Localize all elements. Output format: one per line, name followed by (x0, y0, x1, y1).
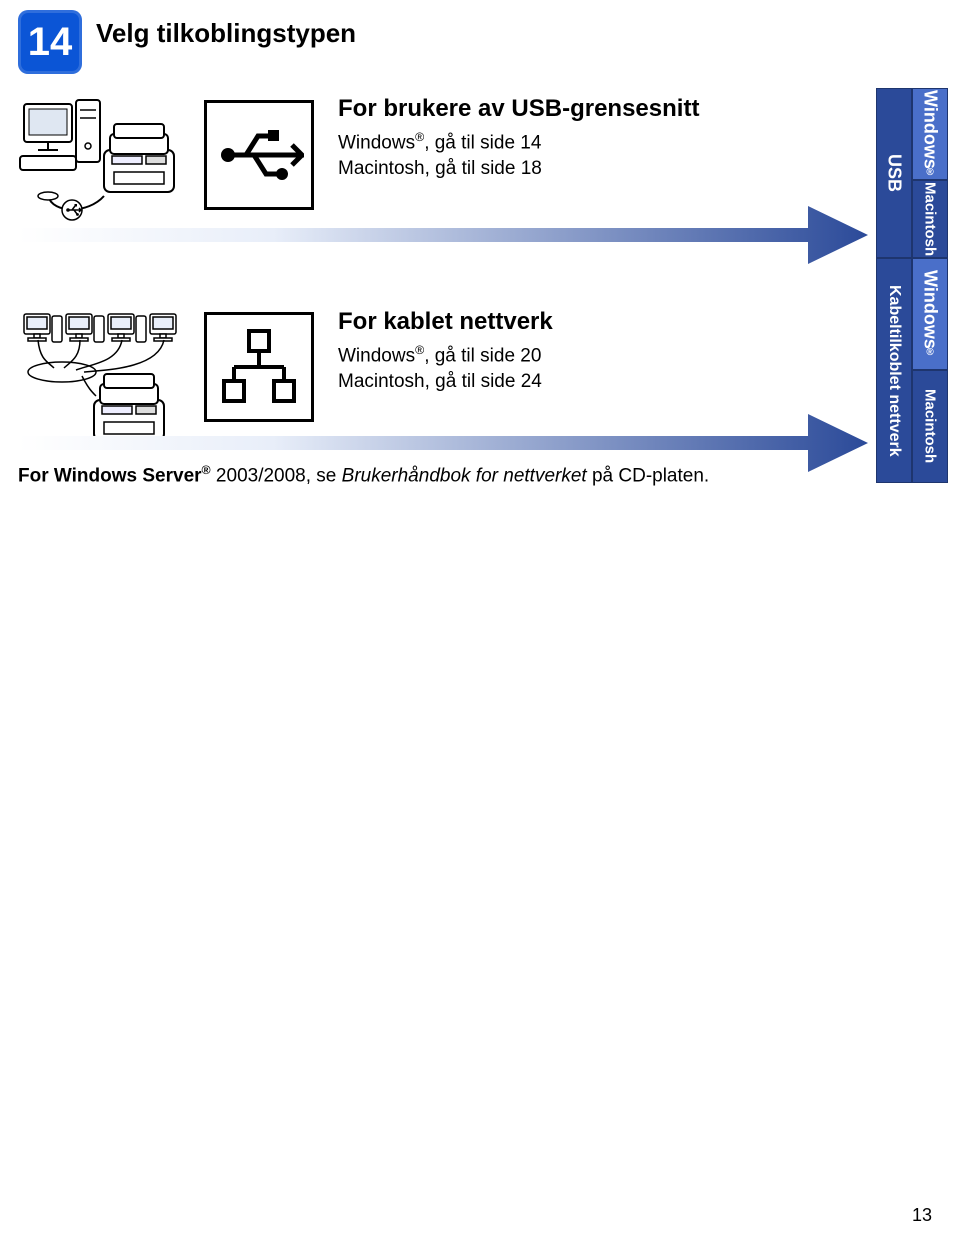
network-setup-illustration (18, 310, 188, 450)
network-icon-box (204, 312, 314, 422)
usb-icon (214, 120, 304, 190)
usb-icon-box (204, 100, 314, 210)
registered-icon: ® (926, 347, 933, 358)
tab-windows-2: Windows® (912, 258, 948, 370)
registered-icon: ® (926, 167, 933, 178)
usb-setup-illustration (18, 96, 188, 226)
tab-usb: USB (876, 88, 912, 258)
page-number: 13 (912, 1205, 932, 1226)
footnote: For Windows Server® 2003/2008, se Bruker… (18, 463, 709, 487)
registered-icon: ® (415, 130, 424, 144)
page-title: Velg tilkoblingstypen (96, 18, 356, 49)
registered-icon: ® (415, 343, 424, 357)
net-line1: Windows®, gå til side 20 (338, 342, 760, 369)
tab-mac-2: Macintosh (912, 370, 948, 483)
registered-icon: ® (202, 463, 211, 477)
step-number-badge: 14 (18, 10, 82, 74)
step-number: 14 (28, 20, 73, 65)
tab-kablet: Kabeltilkoblet nettverk (876, 258, 912, 483)
network-icon (216, 327, 302, 407)
net-line2: Macintosh, gå til side 24 (338, 369, 760, 395)
usb-line2: Macintosh, gå til side 18 (338, 156, 760, 182)
side-tabs: USB Kabeltilkoblet nettverk Windows® Mac… (876, 88, 948, 483)
net-heading: For kablet nettverk (338, 308, 760, 336)
usb-heading: For brukere av USB-grensesnitt (338, 95, 760, 123)
tab-mac-1: Macintosh (912, 180, 948, 258)
tab-windows-1: Windows® (912, 88, 948, 180)
usb-line1: Windows®, gå til side 14 (338, 129, 760, 156)
